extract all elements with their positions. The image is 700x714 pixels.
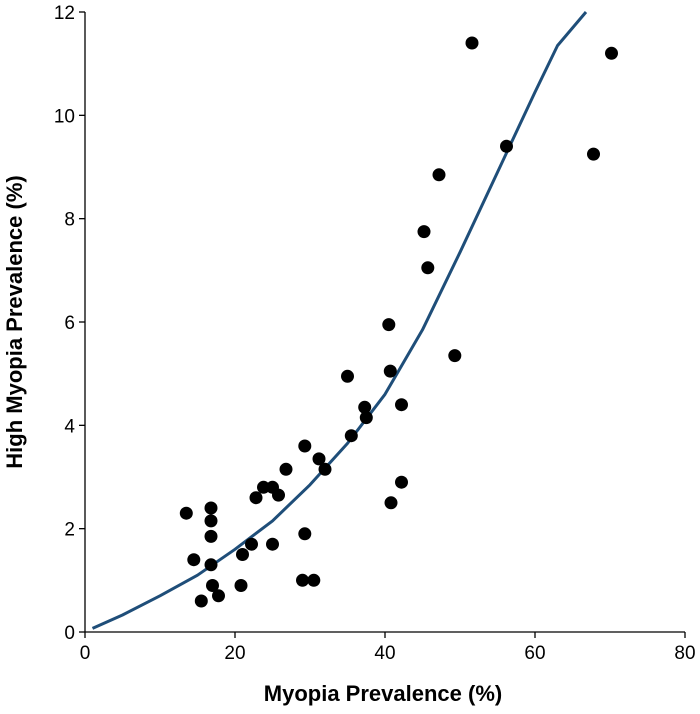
- data-point: [417, 225, 431, 239]
- fitted-curve: [91, 11, 588, 630]
- data-point: [307, 573, 321, 587]
- data-point: [187, 553, 201, 567]
- plot-area: [91, 11, 618, 630]
- data-point: [296, 573, 309, 587]
- data-point: [341, 369, 354, 383]
- data-point: [587, 147, 600, 161]
- y-tick-label: 4: [64, 416, 75, 437]
- data-point: [465, 36, 479, 50]
- y-tick-label: 2: [64, 520, 75, 541]
- data-point: [298, 439, 312, 453]
- data-point: [234, 579, 248, 592]
- data-point: [318, 462, 332, 476]
- y-tick-label: 0: [64, 623, 75, 644]
- data-point: [245, 537, 258, 551]
- data-point: [383, 364, 397, 378]
- x-tick-label: 40: [374, 643, 395, 664]
- y-tick-label: 10: [54, 106, 75, 127]
- data-point: [179, 506, 193, 520]
- data-point: [500, 139, 513, 153]
- y-axis-title: High Myopia Prevalence (%): [2, 175, 27, 468]
- data-point: [432, 168, 446, 182]
- data-point: [279, 462, 293, 476]
- data-point: [344, 429, 358, 443]
- data-point: [257, 480, 270, 494]
- x-tick-label: 80: [674, 643, 695, 664]
- data-point: [266, 537, 279, 551]
- data-point: [382, 318, 396, 332]
- x-axis-title: Myopia Prevalence (%): [264, 681, 502, 706]
- data-point: [358, 400, 372, 414]
- axes: [79, 11, 686, 638]
- y-tick-label: 6: [64, 313, 75, 334]
- data-point: [421, 261, 435, 275]
- data-point: [204, 558, 218, 572]
- data-point: [395, 398, 408, 412]
- data-point: [384, 496, 398, 510]
- x-tick-label: 0: [80, 643, 91, 664]
- data-point: [212, 589, 225, 603]
- data-point: [204, 501, 218, 515]
- y-tick-label: 12: [54, 3, 75, 24]
- data-point: [206, 579, 219, 592]
- data-point: [236, 548, 249, 561]
- data-point: [395, 475, 408, 489]
- y-tick-label: 8: [64, 210, 75, 231]
- x-tick-label: 20: [224, 643, 245, 664]
- data-point: [605, 46, 618, 60]
- data-point: [204, 529, 218, 543]
- tick-labels: 0 20 40 60 80 0 2 4 6 8 10 12: [54, 3, 696, 664]
- x-tick-label: 60: [524, 643, 545, 664]
- data-point: [204, 514, 218, 528]
- data-point: [272, 488, 285, 502]
- data-point: [298, 527, 312, 541]
- data-point: [359, 411, 373, 425]
- data-point: [312, 452, 326, 466]
- data-point: [194, 594, 208, 608]
- data-point: [249, 491, 263, 505]
- data-point: [448, 349, 462, 363]
